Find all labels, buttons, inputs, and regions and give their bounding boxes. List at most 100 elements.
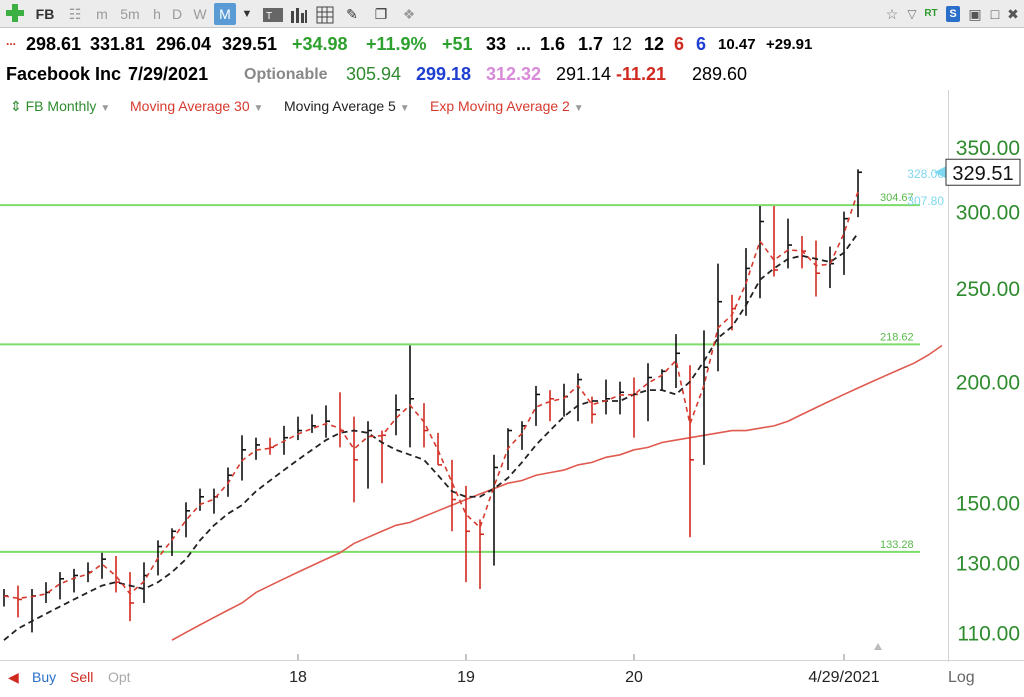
x-tick-label-1: 19 <box>457 669 475 686</box>
back-arrow-icon[interactable]: ◀ <box>8 669 19 685</box>
price-bar-26 <box>367 421 372 489</box>
price-bar-35 <box>493 454 498 566</box>
price-bar-44 <box>619 381 624 415</box>
price-bar-33 <box>465 485 470 583</box>
legend-symbol-label: FB Monthly <box>25 98 97 114</box>
legend-ma30-dropdown-icon: ▼ <box>253 103 264 114</box>
price-bar-10 <box>143 562 148 603</box>
add-symbol-icon[interactable] <box>4 3 26 25</box>
buy-button[interactable]: Buy <box>32 669 57 685</box>
price-bar-29 <box>409 345 414 448</box>
price-bar-49 <box>689 365 694 538</box>
s-badge-label: S <box>946 6 960 22</box>
x-tick-label-0: 18 <box>289 669 307 686</box>
legend-ma5[interactable]: Moving Average 5 ▼ <box>284 98 410 114</box>
pencil-icon[interactable]: ✎ <box>346 6 358 22</box>
price-bar-32 <box>451 459 456 532</box>
price-bar-55 <box>773 206 778 277</box>
horizontal-line-label-2: 133.28 <box>880 539 914 551</box>
share-icon[interactable]: ❖ <box>402 6 416 22</box>
timeframe-h[interactable]: h <box>153 6 161 22</box>
optionable-label: Optionable <box>244 66 328 83</box>
y-tick-label-3: 200.00 <box>956 372 1020 395</box>
price-bar-56 <box>787 218 792 269</box>
y-tick-label-6: 350.00 <box>956 137 1020 160</box>
sell-button[interactable]: Sell <box>70 669 94 685</box>
price-bar-15 <box>213 488 218 514</box>
price-bar-22 <box>311 414 316 433</box>
timeframe-m-monthly[interactable]: M <box>214 3 236 25</box>
price-bar-28 <box>395 394 400 436</box>
legend-symbol[interactable]: ⇕ FB Monthly ▼ <box>10 98 111 114</box>
price-bar-5 <box>73 568 78 593</box>
y-tick-label-2: 150.00 <box>956 492 1020 515</box>
price-label-0: 328.00 <box>907 167 944 181</box>
legend-ma30[interactable]: Moving Average 30 ▼ <box>130 98 263 114</box>
note-icon[interactable]: ❐ <box>374 6 388 22</box>
quote-line-1: ... 298.61 331.81 296.04 329.51 +34.98 +… <box>0 30 1024 60</box>
price-bar-48 <box>675 334 680 389</box>
price-bar-60 <box>843 211 848 275</box>
star-icon[interactable]: ☆ <box>885 6 899 22</box>
price-bar-41 <box>577 373 582 422</box>
svg-text:T: T <box>266 11 272 22</box>
quote-high: 331.81 <box>90 34 146 54</box>
dropdown-icon[interactable]: ▼ <box>241 8 253 20</box>
price-bar-61 <box>857 169 862 218</box>
indicator-legend: ⇕ FB Monthly ▼ Moving Average 30 ▼ Movin… <box>0 95 948 117</box>
price-bar-51 <box>717 263 722 372</box>
legend-ma30-label: Moving Average 30 <box>130 98 250 114</box>
price-bar-17 <box>241 435 246 481</box>
price-bar-8 <box>115 555 120 593</box>
symbol-label[interactable]: FB <box>35 6 55 22</box>
price-bar-9 <box>129 572 134 622</box>
quote-pct-change: +11.9% <box>366 34 427 54</box>
timeframe-w[interactable]: W <box>193 6 207 22</box>
s-badge[interactable]: S <box>942 3 964 25</box>
quote-change: +34.98 <box>292 34 348 54</box>
price-axis[interactable] <box>948 90 1024 662</box>
quote-f3: 312.32 <box>486 64 542 84</box>
price-bar-13 <box>185 502 190 538</box>
layers-icon[interactable]: ☷ <box>68 6 82 22</box>
timeframe-d[interactable]: D <box>171 6 183 22</box>
price-bar-24 <box>339 392 344 448</box>
bar-chart-icon[interactable] <box>288 3 310 25</box>
price-bar-45 <box>633 377 638 438</box>
alert-icon[interactable]: ▽ <box>907 7 917 21</box>
price-bar-39 <box>549 390 554 422</box>
legend-symbol-dropdown-icon: ▼ <box>100 103 111 114</box>
rt-badge[interactable]: RT <box>924 8 938 19</box>
grid-icon[interactable] <box>314 3 336 25</box>
price-bar-58 <box>815 240 820 297</box>
timeframe-5m[interactable]: 5m <box>120 6 140 22</box>
log-toggle[interactable]: Log <box>948 669 975 686</box>
price-bar-0 <box>3 588 8 607</box>
price-bar-4 <box>59 572 64 600</box>
quote-v33: 33 <box>486 34 507 54</box>
bottom-bar: ◀ Buy Sell Opt Log <box>0 660 1024 697</box>
company-name: Facebook Inc <box>6 64 122 84</box>
opt-button[interactable]: Opt <box>108 669 131 685</box>
y-tick-label-4: 250.00 <box>956 278 1020 301</box>
quote-date: 7/29/2021 <box>128 64 209 84</box>
legend-ema2[interactable]: Exp Moving Average 2 ▼ <box>430 98 584 114</box>
price-bar-36 <box>507 428 512 471</box>
timeframe-m[interactable]: m <box>96 6 108 22</box>
quote-low: 296.04 <box>156 34 212 54</box>
quote-open: 298.61 <box>26 34 82 54</box>
quote-v6a: 6 <box>674 34 685 54</box>
price-bar-54 <box>759 206 764 299</box>
price-bar-18 <box>255 437 260 460</box>
last-price-label: 329.51 <box>952 163 1013 185</box>
quote-v16: 1.6 <box>540 34 566 54</box>
text-icon[interactable]: T <box>262 3 284 25</box>
toolbar: FB ☷ m 5m h D W M ▼ T ✎ ❐ ❖ ☆ ▽ RT S ▣ □… <box>0 0 1024 28</box>
price-bar-40 <box>563 383 568 417</box>
price-bar-46 <box>647 363 652 422</box>
save-icon[interactable]: ▣ <box>968 6 982 22</box>
close-icon[interactable]: ✖ <box>1007 6 1019 22</box>
window-icon[interactable]: □ <box>990 6 1000 22</box>
legend-ema2-label: Exp Moving Average 2 <box>430 98 570 114</box>
